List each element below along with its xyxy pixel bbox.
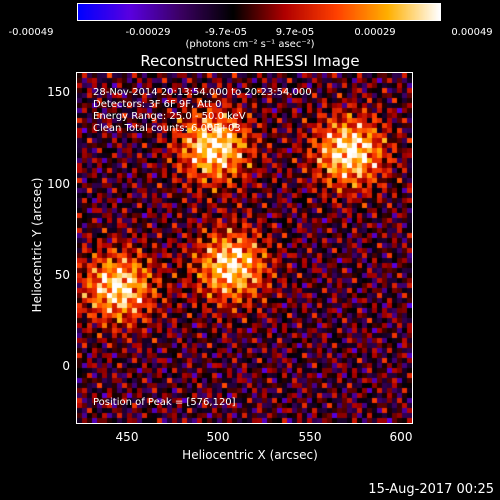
colorbar-tick-label: -0.00049	[8, 27, 54, 38]
x-tick-label: 550	[298, 430, 322, 444]
plot-title: Reconstructed RHESSI Image	[140, 52, 360, 70]
colorbar-tick-label: 0.00049	[451, 27, 493, 38]
peak-position-label: Position of Peak = [576,120]	[93, 397, 236, 408]
colorbar-units: (photons cm⁻² s⁻¹ asec⁻²)	[185, 39, 315, 50]
time-range-label: 28-Nov-2014 20:13:54.000 to 20:23:54.000	[93, 87, 312, 98]
colorbar-tick-label: -0.00029	[125, 27, 171, 38]
y-tick-label: 0	[62, 359, 70, 373]
colorbar	[77, 3, 441, 21]
energy-range-label: Energy Range: 25.0 - 50.0 keV	[93, 111, 246, 122]
x-axis-label: Heliocentric X (arcsec)	[182, 448, 318, 462]
colorbar-tick-label: 0.00029	[354, 27, 396, 38]
y-tick-label: 100	[47, 177, 70, 191]
x-tick-label: 600	[389, 430, 413, 444]
colorbar-tick-label: 9.7e-05	[275, 27, 315, 38]
x-tick-label: 500	[206, 430, 230, 444]
x-tick-label: 450	[115, 430, 139, 444]
heatmap-image	[77, 73, 412, 423]
image-plot: 28-Nov-2014 20:13:54.000 to 20:23:54.000…	[76, 72, 413, 424]
colorbar-tick-label: -9.7e-05	[205, 27, 247, 38]
y-tick-label: 50	[54, 268, 70, 282]
y-tick-label: 150	[47, 85, 70, 99]
clean-counts-label: Clean Total counts: 6.00E+03	[93, 123, 241, 134]
detectors-label: Detectors: 3F 6F 9F, Att 0	[93, 99, 222, 110]
colorbar-gradient	[77, 3, 441, 21]
render-timestamp: 15-Aug-2017 00:25	[368, 482, 494, 497]
y-axis-label: Heliocentric Y (arcsec)	[30, 177, 44, 313]
